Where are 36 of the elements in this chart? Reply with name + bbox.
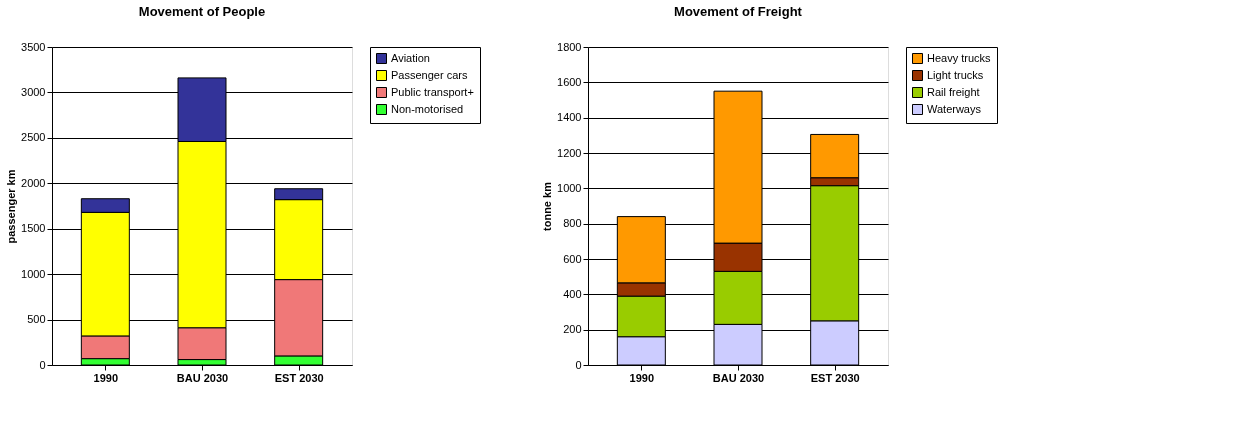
x-tick-label: EST 2030 [810, 371, 860, 384]
y-tick-label: 200 [563, 323, 582, 336]
legend-label: Heavy trucks [927, 51, 992, 64]
x-tick-label: 1990 [93, 371, 119, 384]
y-tick-label: 3000 [21, 85, 46, 98]
y-tick-label: 0 [575, 358, 582, 371]
legend-label: Public transport+ [391, 85, 474, 98]
y-tick-label: 2000 [21, 176, 46, 189]
y-axis-title: tonne km [541, 181, 554, 231]
y-tick-label: 600 [563, 252, 582, 265]
x-tick-label: 1990 [629, 371, 655, 384]
y-tick-label: 1400 [557, 111, 582, 124]
legend-label: Aviation [391, 51, 430, 64]
x-tick-label: EST 2030 [274, 371, 324, 384]
x-tick-label: BAU 2030 [176, 371, 229, 384]
y-tick-label: 500 [27, 313, 46, 326]
legend-label: Passenger cars [391, 68, 468, 81]
y-tick-label: 3500 [21, 40, 46, 53]
legend-label: Waterways [927, 102, 982, 115]
chart-title: Movement of People [138, 4, 266, 19]
chart-title: Movement of Freight [674, 4, 803, 19]
x-tick-label: BAU 2030 [712, 371, 765, 384]
y-tick-label: 400 [563, 287, 582, 300]
y-tick-label: 800 [563, 217, 582, 230]
y-tick-label: 1800 [557, 40, 582, 53]
y-tick-label: 1000 [21, 267, 46, 280]
y-tick-label: 0 [39, 358, 46, 371]
y-axis-title: passenger km [5, 169, 18, 244]
y-tick-label: 1600 [557, 75, 582, 88]
y-tick-label: 1200 [557, 146, 582, 159]
y-tick-label: 1000 [557, 181, 582, 194]
y-tick-label: 2500 [21, 131, 46, 144]
legend-label: Rail freight [927, 85, 980, 98]
legend-label: Non-motorised [391, 102, 464, 115]
legend-label: Light trucks [927, 68, 984, 81]
y-tick-label: 1500 [21, 222, 46, 235]
